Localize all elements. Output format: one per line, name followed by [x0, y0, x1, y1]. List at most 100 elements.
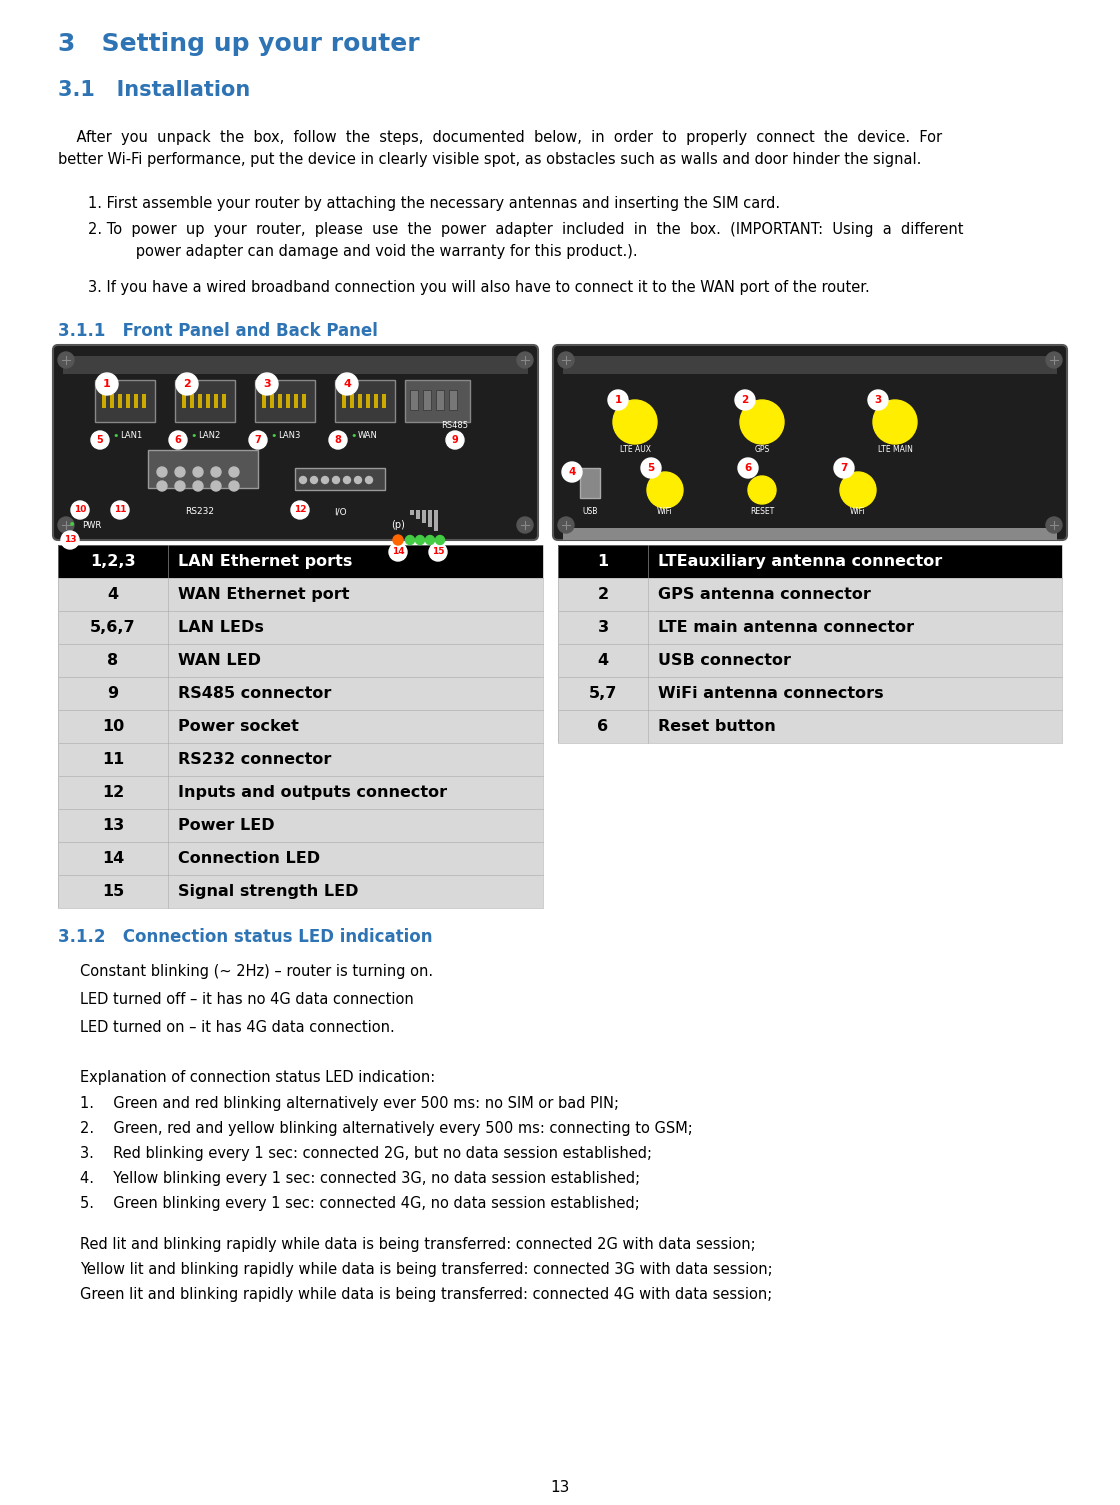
Bar: [449, 390, 457, 409]
Circle shape: [738, 458, 758, 479]
Text: 1: 1: [615, 394, 622, 405]
Text: USB connector: USB connector: [659, 653, 791, 668]
Text: 15: 15: [102, 883, 124, 898]
Circle shape: [355, 477, 362, 483]
Circle shape: [299, 477, 307, 483]
Text: LAN2: LAN2: [198, 432, 221, 441]
Text: 3: 3: [597, 620, 608, 635]
Text: 3.1.2   Connection status LED indication: 3.1.2 Connection status LED indication: [58, 929, 432, 947]
FancyBboxPatch shape: [553, 345, 1067, 540]
Text: WiFi antenna connectors: WiFi antenna connectors: [659, 686, 884, 701]
Text: 11: 11: [102, 752, 124, 768]
Bar: [558, 644, 1062, 677]
Bar: [58, 743, 543, 777]
Bar: [214, 394, 218, 408]
Text: RS485: RS485: [441, 421, 468, 430]
Text: GPS: GPS: [755, 445, 769, 455]
Circle shape: [193, 482, 203, 491]
Bar: [255, 379, 315, 421]
Text: 1. First assemble your router by attaching the necessary antennas and inserting : 1. First assemble your router by attachi…: [88, 196, 781, 211]
Bar: [206, 394, 211, 408]
Circle shape: [834, 458, 853, 479]
Bar: [422, 510, 426, 524]
Text: •: •: [349, 430, 356, 441]
Text: I/O: I/O: [334, 507, 346, 516]
Text: 3. If you have a wired broadband connection you will also have to connect it to : 3. If you have a wired broadband connect…: [88, 280, 870, 295]
Text: LED turned on – it has 4G data connection.: LED turned on – it has 4G data connectio…: [80, 1020, 394, 1035]
Text: Red lit and blinking rapidly while data is being transferred: connected 2G with : Red lit and blinking rapidly while data …: [80, 1237, 756, 1252]
Text: WiFi: WiFi: [850, 507, 866, 516]
Text: 4.  Yellow blinking every 1 sec: connected 3G, no data session established;: 4. Yellow blinking every 1 sec: connecte…: [80, 1171, 641, 1186]
Circle shape: [228, 482, 239, 491]
Bar: [428, 510, 432, 527]
Text: RS232: RS232: [186, 507, 215, 516]
Circle shape: [249, 430, 267, 448]
Text: •: •: [68, 518, 76, 531]
Circle shape: [416, 536, 424, 545]
Text: 4: 4: [343, 379, 351, 388]
Circle shape: [157, 482, 167, 491]
Bar: [558, 578, 1062, 611]
Text: 14: 14: [392, 548, 404, 557]
Bar: [63, 357, 528, 375]
Text: 6: 6: [745, 464, 752, 473]
Text: 12: 12: [293, 506, 306, 515]
Bar: [410, 510, 414, 515]
Bar: [410, 390, 418, 409]
Text: After  you  unpack  the  box,  follow  the  steps,  documented  below,  in  orde: After you unpack the box, follow the ste…: [58, 129, 942, 144]
Circle shape: [446, 430, 464, 448]
Circle shape: [872, 400, 917, 444]
Text: •: •: [190, 430, 196, 441]
Circle shape: [333, 477, 339, 483]
Text: Explanation of connection status LED indication:: Explanation of connection status LED ind…: [80, 1070, 436, 1085]
Text: 4: 4: [597, 653, 608, 668]
Bar: [142, 394, 146, 408]
Text: LTEauxiliary antenna connector: LTEauxiliary antenna connector: [659, 554, 942, 569]
Bar: [58, 874, 543, 908]
Text: 5.  Green blinking every 1 sec: connected 4G, no data session established;: 5. Green blinking every 1 sec: connected…: [80, 1196, 640, 1212]
Bar: [558, 710, 1062, 743]
Bar: [558, 611, 1062, 644]
Text: 9: 9: [451, 435, 458, 445]
Bar: [58, 611, 543, 644]
Circle shape: [558, 352, 573, 369]
Bar: [175, 379, 235, 421]
Text: WiFi: WiFi: [657, 507, 673, 516]
Text: RS485 connector: RS485 connector: [178, 686, 332, 701]
Text: 3.1   Installation: 3.1 Installation: [58, 80, 250, 99]
Circle shape: [58, 518, 74, 533]
Circle shape: [175, 482, 185, 491]
Bar: [416, 510, 420, 519]
Text: 2. To  power  up  your  router,  please  use  the  power  adapter  included  in : 2. To power up your router, please use t…: [88, 223, 963, 236]
Circle shape: [735, 390, 755, 409]
Circle shape: [157, 467, 167, 477]
Bar: [558, 677, 1062, 710]
Text: 13: 13: [102, 819, 124, 832]
Bar: [286, 394, 290, 408]
Bar: [148, 450, 258, 488]
Bar: [580, 468, 600, 498]
Text: WAN: WAN: [358, 432, 377, 441]
Text: 15: 15: [431, 548, 445, 557]
Bar: [58, 710, 543, 743]
Text: 9: 9: [108, 686, 119, 701]
Circle shape: [647, 473, 683, 509]
Text: 1,2,3: 1,2,3: [91, 554, 136, 569]
Bar: [181, 394, 186, 408]
Text: 2: 2: [597, 587, 608, 602]
Bar: [558, 545, 1062, 578]
Text: 6: 6: [175, 435, 181, 445]
Text: GPS antenna connector: GPS antenna connector: [659, 587, 871, 602]
Text: 2: 2: [184, 379, 190, 388]
Circle shape: [344, 477, 351, 483]
Circle shape: [365, 477, 373, 483]
Text: WAN Ethernet port: WAN Ethernet port: [178, 587, 349, 602]
Text: 12: 12: [102, 786, 124, 801]
Bar: [58, 743, 543, 777]
Text: 4: 4: [568, 467, 576, 477]
Text: 1: 1: [597, 554, 608, 569]
Circle shape: [58, 352, 74, 369]
Circle shape: [256, 373, 278, 394]
Bar: [558, 545, 1062, 578]
Text: 14: 14: [102, 850, 124, 865]
